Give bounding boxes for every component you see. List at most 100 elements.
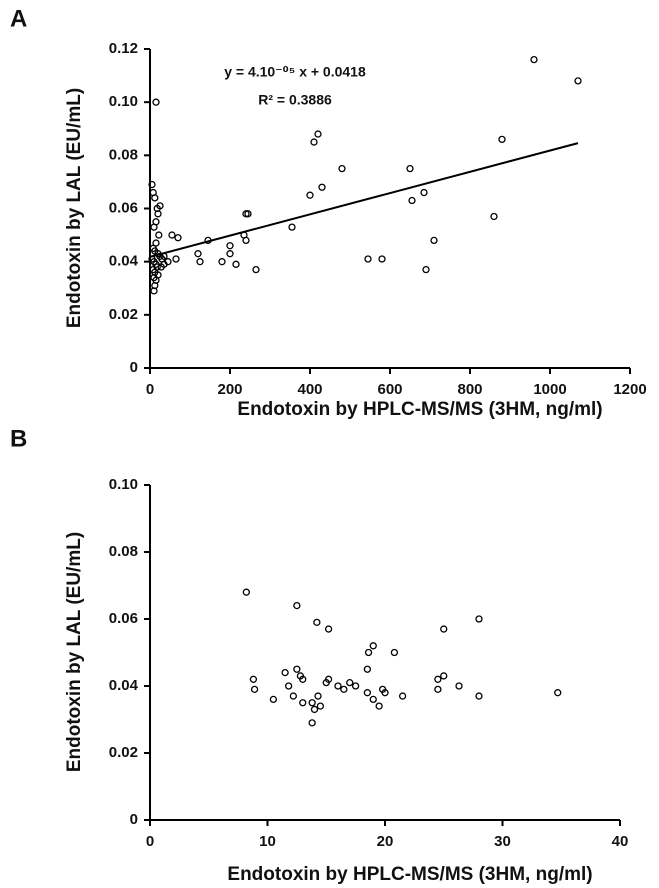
data-point [172,255,180,263]
data-point [154,210,162,218]
y-tick-label: 0.02 [109,306,138,323]
data-point [168,231,176,239]
data-point [299,675,307,683]
data-point [498,135,506,144]
data-point [288,223,296,231]
data-point [378,255,386,263]
data-point [408,196,416,205]
y-tick-label: 0.08 [109,146,138,163]
data-point [318,183,326,191]
y-tick-label: 0.02 [109,744,138,761]
y-tick-label: 0.06 [109,610,138,627]
data-point [204,236,212,245]
data-point [155,231,163,239]
data-point [369,695,377,704]
x-tick-label: 1000 [533,381,566,398]
data-point [434,685,442,693]
data-point [252,265,260,274]
y-tick-label: 0 [130,811,138,828]
x-tick-label: 40 [612,833,629,850]
data-point [226,250,234,258]
data-point [324,675,333,683]
data-point [375,702,383,710]
panel-label: A [10,5,27,32]
y-tick-label: 0.04 [109,253,139,270]
data-point [313,618,321,626]
data-point [338,164,346,173]
data-point [363,689,372,697]
data-point [242,236,250,245]
data-point [174,234,182,242]
data-point [398,692,407,700]
data-point [308,719,316,727]
data-point [346,679,354,687]
data-point [351,682,360,690]
data-point [194,250,202,258]
data-point [364,648,373,657]
data-point [150,287,158,295]
data-point [218,258,226,266]
data-point [156,202,164,210]
data-point [430,236,438,245]
annotation: y = 4.10⁻⁰⁵ x + 0.0418 [224,64,366,80]
x-tick-label: 0 [146,381,154,398]
panel-label: B [10,425,27,452]
x-tick-label: 400 [297,381,322,398]
data-point [314,130,322,138]
data-point [306,191,314,199]
data-point [434,675,442,683]
data-point [530,55,538,64]
trendline [149,142,579,258]
x-axis-label: Endotoxin by HPLC-MS/MS (3HM, ng/ml) [227,864,592,885]
data-point [369,642,377,650]
data-point [364,255,372,263]
data-point [269,695,278,704]
data-point [440,625,448,633]
data-point [324,625,333,633]
data-point [152,98,160,106]
x-tick-label: 800 [457,381,482,398]
data-point [490,212,498,221]
data-point [363,665,372,673]
data-point [148,180,156,189]
data-point [574,77,582,85]
data-point [284,682,293,690]
data-point [475,615,483,623]
data-point [440,672,448,680]
data-point [196,258,204,266]
data-point [310,705,319,714]
y-tick-label: 0.04 [109,677,139,694]
x-tick-label: 600 [377,381,402,398]
annotation: R² = 0.3886 [258,92,332,108]
data-point [554,689,562,697]
data-point [244,210,252,218]
y-tick-label: 0.12 [109,40,138,57]
data-point [381,689,389,697]
data-point [310,138,318,146]
x-axis-label: Endotoxin by HPLC-MS/MS (3HM, ng/ml) [237,399,602,420]
data-point [242,588,251,596]
y-tick-label: 0 [130,359,138,376]
data-point [390,648,399,657]
x-tick-label: 30 [494,833,511,850]
y-axis-label: Endotoxin by LAL (EU/mL) [64,532,85,772]
data-point [250,685,259,693]
data-point [299,699,307,707]
y-tick-label: 0.08 [109,543,138,560]
data-point [314,692,322,700]
data-point [475,692,483,700]
data-point [151,194,159,202]
x-tick-label: 20 [377,833,394,850]
data-point [289,692,298,700]
data-point [334,682,342,690]
data-point [226,242,234,250]
data-point [249,675,258,683]
y-axis-label: Endotoxin by LAL (EU/mL) [64,88,85,328]
data-point [160,260,168,268]
data-point [455,682,463,690]
x-tick-label: 1200 [613,381,646,398]
data-point [150,223,158,231]
x-tick-label: 0 [146,833,154,850]
data-point [406,164,414,173]
